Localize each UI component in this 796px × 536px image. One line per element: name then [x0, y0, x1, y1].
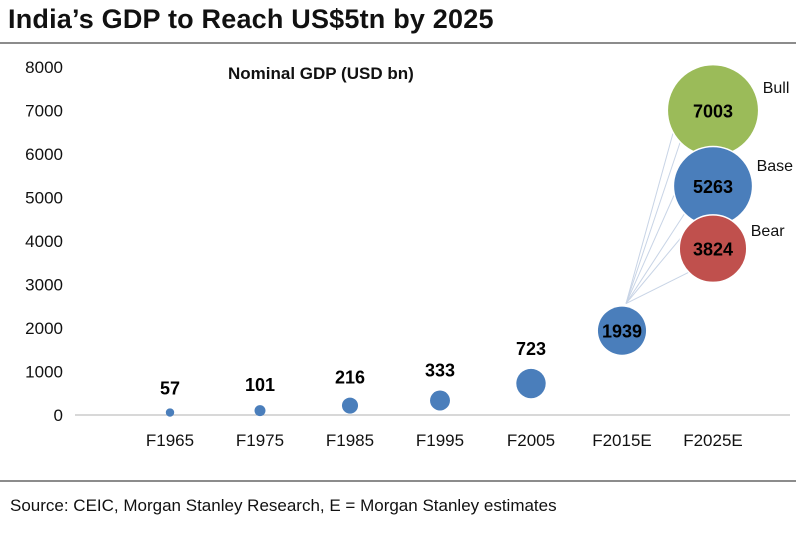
bubble-point [597, 306, 647, 355]
x-tick-label: F1965 [146, 431, 194, 450]
plot-subtitle: Nominal GDP (USD bn) [228, 64, 414, 83]
scenario-name-label: Bear [751, 223, 785, 240]
bubble-chart: 0 1000 2000 3000 4000 5000 6000 7000 8000 F1965 F1… [25, 58, 794, 450]
scenario-value-label: 3824 [693, 240, 733, 260]
bubble-point [430, 390, 450, 411]
y-tick-label: 7000 [25, 102, 63, 121]
scenario-connector [625, 213, 685, 304]
footer-divider [0, 480, 796, 482]
title-divider [0, 42, 796, 44]
data-label: 333 [425, 361, 455, 381]
data-label: 1939 [602, 322, 642, 342]
data-label: 723 [516, 339, 546, 359]
bubble-point [516, 368, 546, 399]
y-tick-label: 5000 [25, 189, 63, 208]
chart-marks: 57 101 216 333 723 1939 7003 Bull 5263 Base 3824 Be… [160, 63, 794, 417]
data-label: 57 [160, 378, 180, 398]
data-label: 216 [335, 368, 365, 388]
x-tick-label: F1985 [326, 431, 374, 450]
y-tick-label: 6000 [25, 145, 63, 164]
y-tick-label: 3000 [25, 276, 63, 295]
scenario-value-label: 5263 [693, 177, 733, 197]
y-tick-label: 4000 [25, 232, 63, 251]
y-tick-label: 0 [54, 406, 63, 425]
scenario-name-label: Bull [763, 80, 790, 97]
scenario-name-label: Base [757, 158, 794, 175]
scenario-bubble [678, 214, 748, 284]
x-tick-label: F2025E [683, 431, 743, 450]
bubble-point [165, 408, 175, 417]
x-tick-label: F1975 [236, 431, 284, 450]
scenario-value-label: 7003 [693, 101, 733, 121]
scenario-connector [625, 142, 681, 304]
data-label: 101 [245, 375, 275, 395]
y-tick-label: 8000 [25, 58, 63, 77]
scenario-connector [625, 271, 689, 305]
chart-title: India’s GDP to Reach US$5tn by 2025 [8, 4, 494, 34]
x-tick-label: F2005 [507, 431, 555, 450]
bubble-point [341, 397, 359, 414]
bubble-point [254, 405, 266, 417]
x-tick-label: F2015E [592, 431, 652, 450]
y-tick-label: 1000 [25, 363, 63, 382]
x-tick-label: F1995 [416, 431, 464, 450]
chart-axes: 0 1000 2000 3000 4000 5000 6000 7000 8000 F1965 F1… [25, 58, 790, 450]
y-tick-label: 2000 [25, 319, 63, 338]
source-note: Source: CEIC, Morgan Stanley Research, E… [10, 496, 557, 515]
